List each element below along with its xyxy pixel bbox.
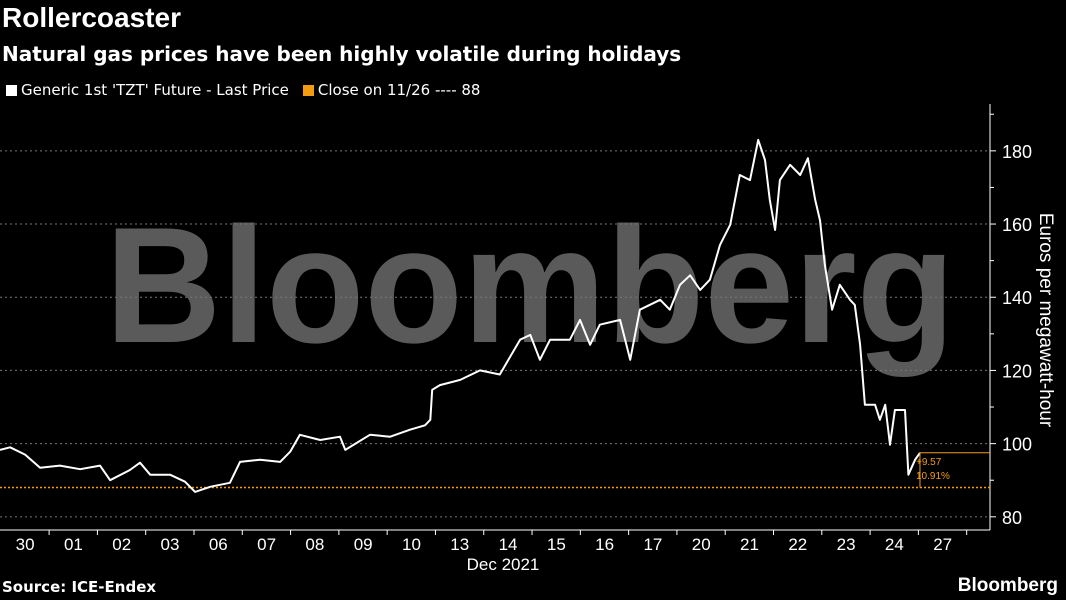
y-axis-label: Euros per megawatt-hour	[1035, 213, 1056, 428]
x-tick-label: 16	[595, 535, 614, 554]
x-axis-label: Dec 2021	[467, 555, 540, 574]
legend-swatch-white	[6, 85, 17, 96]
y-tick-label: 100	[1002, 435, 1032, 455]
pct-annotation: 10.91%	[916, 471, 950, 482]
x-tick-label: 13	[450, 535, 469, 554]
change-annotation: +9.57	[916, 457, 942, 468]
x-tick-label: 01	[64, 535, 83, 554]
x-tick-label: 08	[305, 535, 324, 554]
x-tick-label: 17	[643, 535, 662, 554]
x-tick-label: 30	[16, 535, 35, 554]
x-tick-label: 14	[499, 535, 518, 554]
y-tick-label: 180	[1002, 142, 1032, 162]
series-line-price	[0, 138, 921, 493]
x-tick-label: 20	[692, 535, 711, 554]
x-tick-label: 24	[885, 535, 904, 554]
y-tick-label: 140	[1002, 288, 1032, 308]
legend-item-price: Generic 1st 'TZT' Future - Last Price	[6, 81, 289, 99]
y-tick-label: 120	[1002, 361, 1032, 381]
x-tick-label: 09	[354, 535, 373, 554]
y-tick-label: 80	[1002, 508, 1022, 528]
chart-title: Rollercoaster	[2, 2, 181, 33]
legend-item-close: Close on 11/26 ---- 88	[302, 81, 481, 99]
x-tick-label: 15	[547, 535, 566, 554]
bloomberg-logo: Bloomberg	[957, 575, 1058, 596]
legend-label: Generic 1st 'TZT' Future - Last Price	[21, 81, 289, 99]
x-tick-label: 02	[112, 535, 131, 554]
x-tick-label: 06	[209, 535, 228, 554]
x-tick-label: 27	[933, 535, 952, 554]
x-tick-label: 22	[788, 535, 807, 554]
x-tick-label: 07	[257, 535, 276, 554]
legend-label: Close on 11/26 ---- 88	[317, 81, 481, 99]
source-note: Source: ICE-Endex	[2, 578, 157, 596]
legend-swatch-orange	[302, 85, 314, 96]
x-tick-label: 03	[161, 535, 180, 554]
chart-subtitle: Natural gas prices have been highly vola…	[2, 42, 682, 66]
x-tick-label: 21	[740, 535, 759, 554]
x-tick-label: 23	[837, 535, 856, 554]
x-tick-label: 10	[402, 535, 421, 554]
y-tick-label: 160	[1002, 215, 1032, 235]
legend: Generic 1st 'TZT' Future - Last Price Cl…	[6, 81, 480, 99]
